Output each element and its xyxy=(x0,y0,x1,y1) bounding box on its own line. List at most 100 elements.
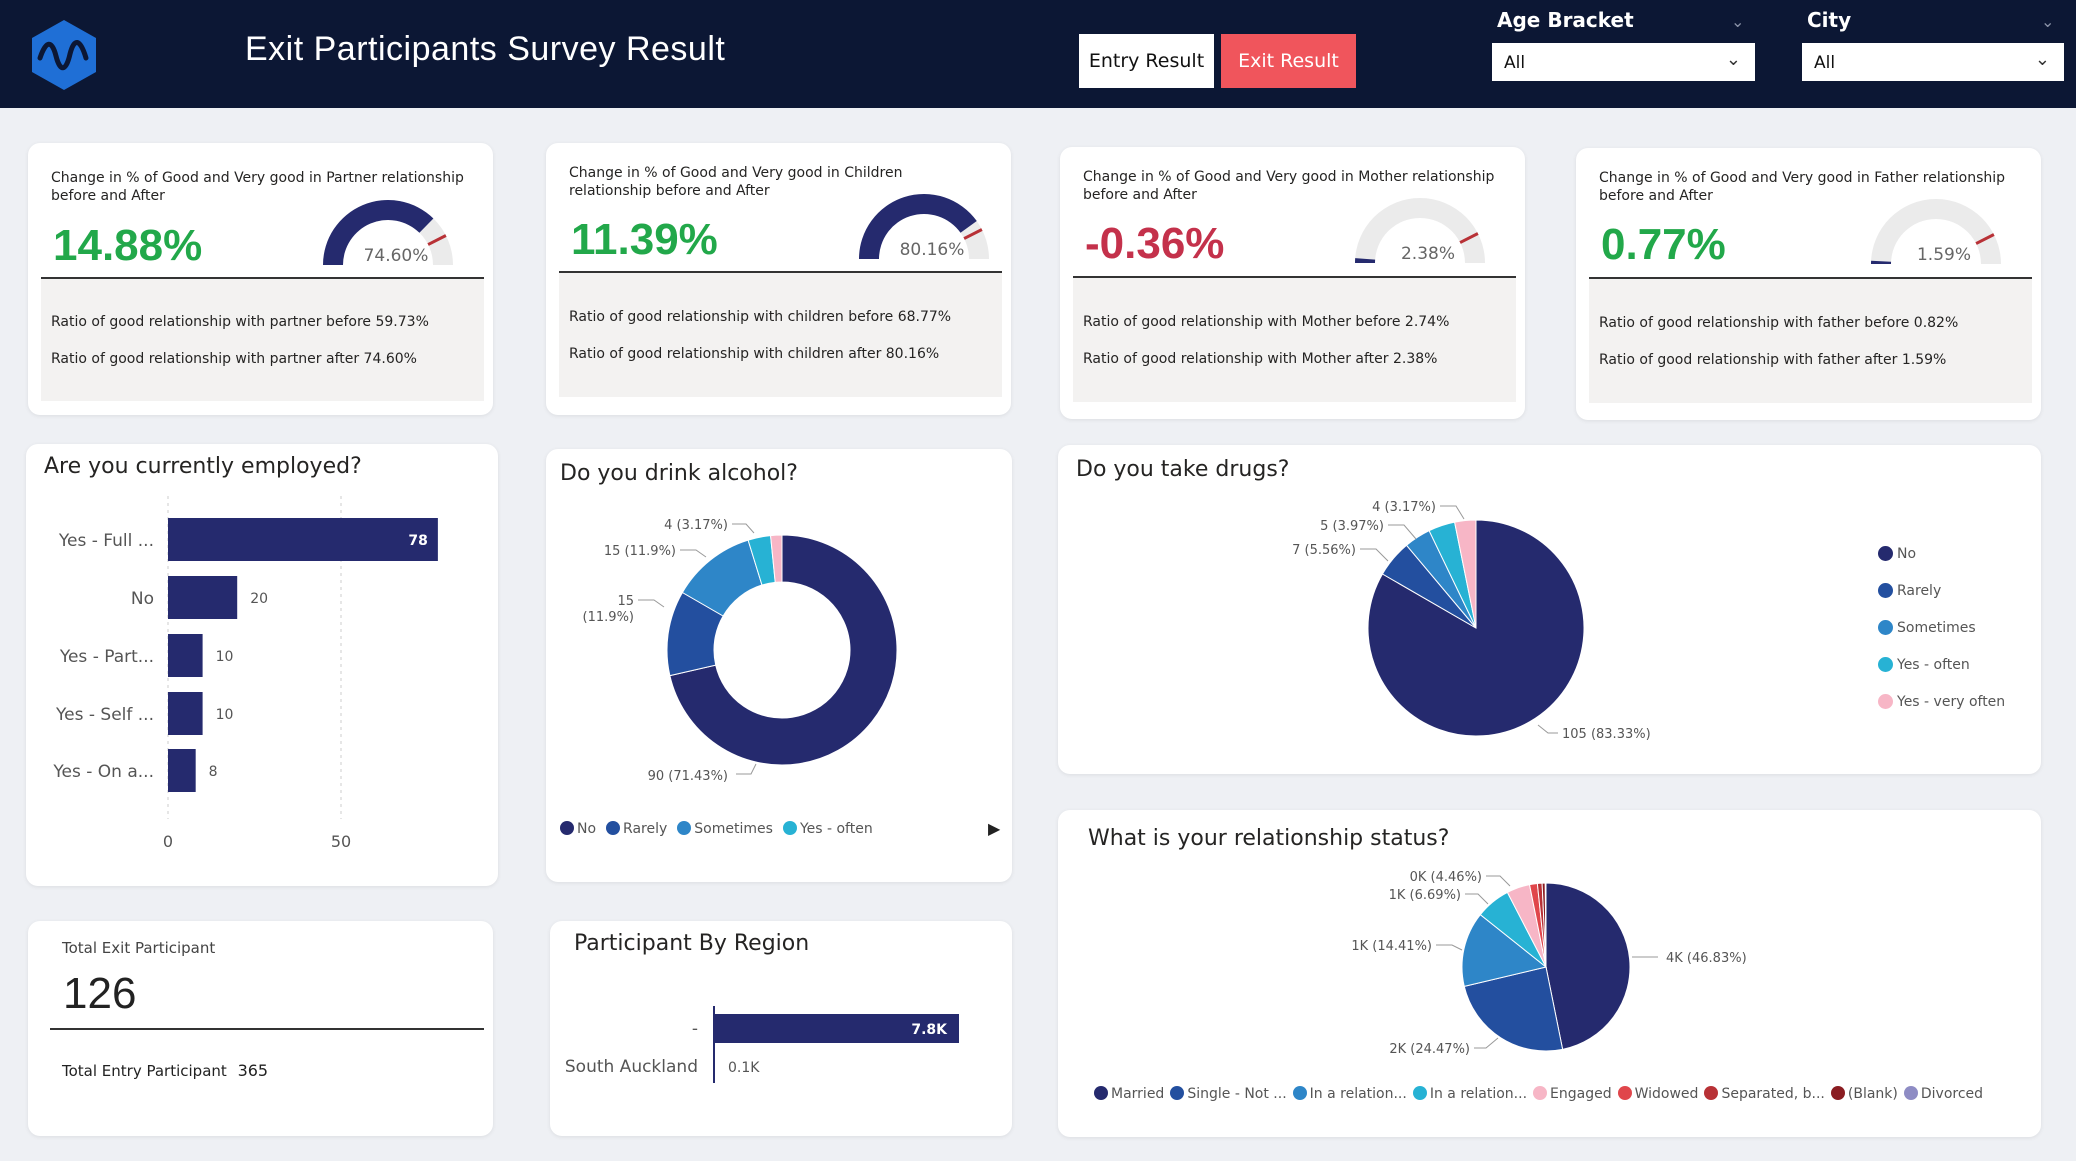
gauge-chart: 1.59% xyxy=(1871,199,2001,264)
gauge-target-marker xyxy=(427,234,447,246)
age-bracket-label: Age Bracket xyxy=(1497,8,1634,32)
data-label: 5 (3.97%) xyxy=(1320,519,1384,534)
gauge-chart: 80.16% xyxy=(859,193,989,259)
data-label: 4K (46.83%) xyxy=(1666,951,1747,966)
legend-dot-icon xyxy=(560,821,574,835)
data-label: 10 xyxy=(216,649,234,665)
data-label: (11.9%) xyxy=(583,610,634,625)
ratio-after: Ratio of good relationship with father a… xyxy=(1599,352,1947,368)
relationship-pie-chart: 4K (46.83%) 2K (24.47%) 1K (14.41%) 1K (6.6… xyxy=(1351,870,1747,1057)
legend-next-icon[interactable]: ▶ xyxy=(988,819,1001,838)
gauge-fill xyxy=(1871,260,1892,264)
legend-item[interactable]: Divorced xyxy=(1903,1086,1983,1102)
data-label: 2K (24.47%) xyxy=(1389,1042,1470,1057)
divider xyxy=(1073,276,1516,278)
legend-item[interactable]: Yes - often xyxy=(782,821,873,837)
city-collapse-icon[interactable]: ⌄ xyxy=(2041,12,2055,31)
legend-item[interactable]: Rarely xyxy=(606,821,667,837)
data-label: 8 xyxy=(209,764,218,780)
data-label: 7.8K xyxy=(911,1022,948,1038)
chart-title: Participant By Region xyxy=(574,931,810,956)
kpi-value: 14.88% xyxy=(53,221,203,270)
kpi-title: Change in % of Good and Very good in Par… xyxy=(51,170,464,204)
ratio-before: Ratio of good relationship with children… xyxy=(569,309,952,325)
exit-result-button[interactable]: Exit Result xyxy=(1221,34,1356,88)
leader-line xyxy=(1474,1037,1499,1049)
legend-item[interactable]: Married xyxy=(1094,1086,1164,1102)
legend-item[interactable]: Sometimes xyxy=(1878,620,2005,657)
legend-label: Sometimes xyxy=(1897,620,1976,636)
legend-item[interactable]: Engaged xyxy=(1533,1086,1612,1102)
age-bracket-collapse-icon[interactable]: ⌄ xyxy=(1731,12,1745,31)
data-label: 1K (6.69%) xyxy=(1389,888,1461,903)
ratio-before: Ratio of good relationship with father b… xyxy=(1599,315,1959,331)
legend-label: Yes - very often xyxy=(1897,694,2006,710)
logo-icon xyxy=(32,20,96,90)
legend-dot-icon xyxy=(1617,1086,1632,1100)
legend-dot-icon xyxy=(1878,620,1893,635)
leader-line xyxy=(732,523,755,534)
category-label: - xyxy=(692,1019,698,1039)
gauge-target-marker xyxy=(963,228,983,240)
entry-result-button[interactable]: Entry Result xyxy=(1079,34,1214,88)
pie-slice xyxy=(1463,966,1564,1052)
category-label: Yes - Part... xyxy=(59,647,154,667)
legend-dot-icon xyxy=(1094,1086,1108,1100)
data-label: 1K (14.41%) xyxy=(1351,939,1432,954)
region-bar-chart: - 7.8K South Auckland 0.1K xyxy=(565,1006,959,1083)
legend-item[interactable]: Yes - often xyxy=(1878,657,2005,694)
kpi-card-mother: Change in % of Good and Very good in Mot… xyxy=(1060,147,1525,419)
divider xyxy=(1589,277,2032,279)
bar xyxy=(168,749,196,792)
pie-slice xyxy=(1544,882,1547,968)
chevron-down-icon: ⌄ xyxy=(1725,49,1741,70)
city-dropdown[interactable]: All ⌄ xyxy=(1802,43,2064,81)
data-label: 4 (3.17%) xyxy=(1372,500,1436,515)
data-label: 10 xyxy=(216,707,234,723)
legend-label: (Blank) xyxy=(1847,1086,1898,1102)
legend-item[interactable]: Separated, b... xyxy=(1704,1086,1825,1102)
legend-item[interactable]: No xyxy=(1878,546,2005,583)
gauge-track xyxy=(1355,198,1485,263)
legend-dot-icon xyxy=(1878,657,1893,672)
divider xyxy=(559,271,1002,273)
legend-item[interactable]: (Blank) xyxy=(1830,1086,1898,1102)
divider xyxy=(50,1028,484,1030)
legend-item[interactable]: Sometimes xyxy=(677,821,773,837)
legend-item[interactable]: Rarely xyxy=(1878,583,2005,620)
gauge-label: 1.59% xyxy=(1917,245,1971,264)
legend-dot-icon xyxy=(1878,694,1893,709)
city-value: All xyxy=(1814,53,1836,73)
chart-title: Are you currently employed? xyxy=(44,454,362,479)
legend: No Rarely Sometimes Yes - often xyxy=(560,821,883,837)
legend-item[interactable]: In a relation... xyxy=(1412,1086,1528,1102)
legend-item[interactable]: Single - Not ... xyxy=(1170,1086,1287,1102)
legend-item[interactable]: In a relation... xyxy=(1292,1086,1407,1102)
legend-dot-icon xyxy=(782,821,797,835)
ratio-before: Ratio of good relationship with partner … xyxy=(51,314,429,330)
legend-label: Married xyxy=(1111,1086,1165,1102)
relationship-chart-card: What is your relationship status? 4K (46… xyxy=(1058,810,2041,1137)
legend-label: In a relation... xyxy=(1429,1086,1528,1102)
legend: Married Single - Not ... In a relation... I… xyxy=(1094,1086,1989,1102)
legend-item[interactable]: No xyxy=(560,821,596,837)
legend-dot-icon xyxy=(1533,1086,1548,1100)
kpi-value: 0.77% xyxy=(1601,220,1726,269)
chart-title: Do you take drugs? xyxy=(1076,457,1290,482)
age-bracket-value: All xyxy=(1504,53,1526,73)
drugs-chart-card: Do you take drugs? 105 (83.33%) 7 (5.56%)… xyxy=(1058,445,2041,774)
legend-dot-icon xyxy=(1878,583,1893,598)
age-bracket-dropdown[interactable]: All ⌄ xyxy=(1492,43,1755,81)
chart-title: What is your relationship status? xyxy=(1088,826,1450,851)
data-label: 15 xyxy=(617,594,634,609)
legend-label: Single - Not ... xyxy=(1187,1086,1287,1102)
legend-item[interactable]: Widowed xyxy=(1617,1086,1698,1102)
legend-label: Sometimes xyxy=(694,821,773,837)
report-header: Exit Participants Survey Result Entry Re… xyxy=(0,0,2076,108)
leader-line xyxy=(736,763,757,775)
total-exit-value: 126 xyxy=(63,969,137,1018)
kpi-detail-box: Ratio of good relationship with children… xyxy=(559,273,1002,397)
legend-item[interactable]: Yes - very often xyxy=(1878,694,2005,731)
total-exit-label: Total Exit Participant xyxy=(62,939,216,957)
leader-line xyxy=(1436,944,1463,951)
